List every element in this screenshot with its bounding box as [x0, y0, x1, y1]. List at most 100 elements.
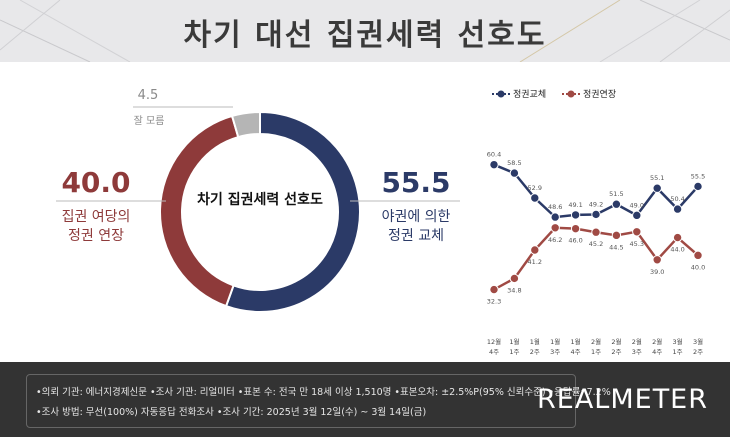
donut-top-leader	[133, 106, 233, 108]
x-tick-label: 3월	[673, 337, 683, 346]
data-label: 32.3	[487, 298, 501, 306]
data-point	[693, 250, 703, 261]
x-tick-label: 1주	[591, 348, 601, 356]
data-point	[611, 230, 622, 241]
data-point	[632, 210, 642, 221]
data-label: 55.1	[650, 174, 664, 182]
donut-center-label: 차기 집권세력 선호도	[197, 192, 323, 208]
data-point	[591, 209, 601, 220]
x-tick-label: 2주	[530, 348, 540, 356]
data-point	[652, 255, 662, 265]
x-tick-label: 3주	[550, 348, 560, 356]
data-label: 46.2	[548, 236, 562, 244]
data-label: 44.0	[670, 246, 684, 254]
header-banner: 차기 대선 집권세력 선호도	[0, 0, 730, 62]
data-label: 51.5	[609, 190, 623, 198]
data-label: 49.1	[568, 201, 582, 209]
donut-chart	[159, 110, 361, 313]
x-tick-label: 4주	[489, 348, 499, 356]
footer: •의뢰 기관: 에너지경제신문 •조사 기관: 리얼미터 •표본 수: 전국 만…	[0, 362, 730, 437]
data-point	[509, 273, 520, 284]
data-point	[652, 183, 662, 193]
data-point	[530, 245, 540, 255]
data-point	[550, 212, 560, 222]
data-label: 39.0	[650, 268, 664, 276]
data-point	[489, 284, 499, 295]
data-label: 41.2	[528, 258, 542, 266]
x-tick-label: 1월	[530, 337, 540, 346]
x-tick-label: 1월	[571, 337, 581, 346]
data-label: 58.5	[507, 159, 521, 167]
x-tick-label: 2월	[632, 337, 642, 346]
legend-label: 정권연장	[583, 88, 616, 100]
data-label: 45.3	[630, 240, 644, 248]
donut-left-leader	[56, 200, 166, 202]
legend-item-1: 정권연장	[562, 88, 616, 100]
data-point	[672, 204, 683, 214]
x-tick-label: 2월	[591, 337, 601, 346]
donut-left-label-2: 정권 연장	[68, 228, 124, 244]
donut-left-label-1: 집권 여당의	[61, 209, 131, 225]
data-label: 45.2	[589, 240, 603, 248]
data-point	[570, 210, 581, 220]
series-line-0	[493, 163, 699, 219]
footer-info-line-1: •의뢰 기관: 에너지경제신문 •조사 기관: 리얼미터 •표본 수: 전국 만…	[36, 387, 611, 398]
header-decoration	[0, 0, 730, 62]
data-point	[693, 181, 703, 192]
data-point	[570, 223, 581, 234]
legend-swatch-marker	[567, 90, 575, 98]
x-tick-label: 3월	[693, 337, 703, 346]
data-label: 60.4	[487, 151, 501, 159]
x-tick-label: 1주	[509, 348, 519, 356]
x-tick-label: 1월	[509, 337, 519, 346]
legend-label: 정권교체	[513, 88, 546, 100]
data-label: 34.8	[507, 286, 521, 294]
donut-slice-1	[159, 114, 240, 308]
donut-slice-0	[224, 110, 361, 313]
donut-right-label-2: 정권 교체	[388, 228, 444, 244]
data-label: 49.2	[589, 200, 603, 208]
trend-line-chart: 정권교체 정권연장 60.4 58.5 52.9 48.6 49.1 49.2 51.5 49.0…	[487, 88, 705, 356]
data-label: 46.0	[568, 237, 582, 245]
legend-item-0: 정권교체	[492, 88, 546, 100]
brand-logo: REALMETER	[537, 384, 708, 415]
data-label: 44.5	[609, 243, 623, 251]
x-tick-label: 2월	[611, 337, 621, 346]
x-tick-label: 12월	[487, 337, 501, 346]
data-point	[611, 199, 622, 209]
x-tick-label: 1주	[673, 348, 683, 356]
data-point	[509, 168, 520, 178]
data-label: 55.5	[691, 172, 705, 180]
donut-top-value: 4.5	[137, 88, 159, 103]
x-tick-label: 2주	[693, 348, 703, 356]
x-tick-label: 2주	[611, 348, 621, 356]
x-tick-label: 2월	[652, 337, 662, 346]
data-point	[550, 223, 560, 233]
data-label: 49.0	[630, 201, 644, 209]
x-tick-label: 4주	[652, 348, 662, 356]
x-tick-label: 1월	[550, 337, 560, 346]
data-point	[530, 193, 540, 203]
page-title: 차기 대선 집권세력 선호도	[183, 18, 547, 53]
donut-slice-2	[230, 110, 261, 139]
data-point	[632, 227, 642, 237]
donut-left-value: 40.0	[61, 166, 131, 199]
donut-top-label: 잘 모름	[133, 116, 165, 127]
data-label: 52.9	[528, 184, 542, 192]
footer-info-box	[26, 374, 576, 428]
data-label: 48.6	[548, 203, 562, 211]
series-line-1	[493, 226, 699, 291]
data-point	[591, 227, 601, 237]
donut-right-leader	[350, 200, 460, 202]
x-tick-label: 4주	[571, 348, 581, 356]
data-point	[489, 159, 499, 170]
donut-right-value: 55.5	[381, 166, 451, 199]
chart-area: 4.5 잘 모름 40.0 집권 여당의 정권 연장 55.5 야권에 의한 정…	[0, 62, 730, 362]
data-label: 50.4	[670, 195, 684, 203]
data-label: 40.0	[691, 263, 705, 271]
footer-info-line-2: •조사 방법: 무선(100%) 자동응답 전화조사 •조사 기간: 2025년…	[36, 407, 427, 418]
donut-right-label-1: 야권에 의한	[381, 209, 451, 225]
legend-swatch-marker	[497, 90, 505, 98]
data-point	[672, 232, 683, 243]
x-tick-label: 3주	[632, 348, 642, 356]
